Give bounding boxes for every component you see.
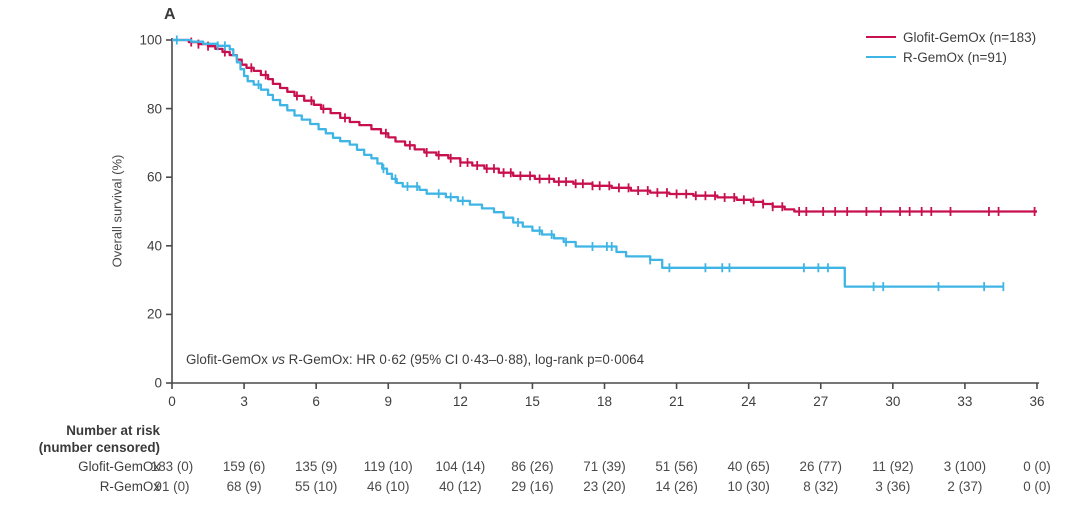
x-tick-label: 36 [1029,394,1045,409]
risk-table-cell: 86 (26) [511,459,554,474]
survival-curve-rgemox [172,38,1004,288]
risk-table-cell: 40 (12) [439,479,482,494]
risk-table-cell: 3 (100) [943,459,987,474]
x-tick-label: 3 [240,394,248,409]
risk-table-cell: 71 (39) [583,459,626,474]
risk-table-cell: 26 (77) [799,459,842,474]
risk-table-cell: 0 (0) [1023,459,1051,474]
hazard-ratio-annotation: Glofit-GemOx vs R-GemOx: HR 0·62 (95% CI… [186,352,644,367]
risk-table-cell: 159 (6) [222,459,266,474]
x-tick-label: 18 [596,394,613,409]
risk-table-row-label-rgemox: R-GemOx [99,479,160,494]
y-tick-label: 100 [139,32,162,48]
x-tick-label: 12 [452,394,468,409]
risk-table-cell: 46 (10) [367,479,410,494]
risk-table-header-line1: Number at risk [66,423,160,438]
risk-table-cell: 135 (9) [294,459,338,474]
x-tick-label: 0 [168,394,176,409]
annotation-post: R-GemOx: HR 0·62 (95% CI 0·43–0·88), log… [284,352,645,367]
legend-label-glofit: Glofit-GemOx (n=183) [903,29,1037,45]
risk-table-cell: 104 (14) [435,459,486,474]
risk-table-header-line2: (number censored) [38,440,160,455]
risk-table-row-label-glofit: Glofit-GemOx [78,459,160,474]
glofit-line-swatch-icon [866,35,896,39]
x-tick-label: 9 [384,394,392,409]
y-tick-label: 0 [154,375,162,391]
risk-table-cell: 3 (36) [875,479,911,494]
x-tick-label: 27 [813,394,829,409]
legend-item-glofit: Glofit-GemOx (n=183) [866,27,1036,47]
x-tick-label: 6 [312,394,320,409]
legend-item-rgemox: R-GemOx (n=91) [866,47,1036,67]
risk-table-cell: 2 (37) [947,479,983,494]
risk-table-cell: 14 (26) [655,479,698,494]
annotation-vs: vs [271,352,285,367]
risk-table-cell: 91 (0) [154,479,190,494]
risk-table-cell: 29 (16) [511,479,554,494]
x-tick-label: 24 [741,394,757,409]
x-tick-label: 33 [957,394,973,409]
risk-table-cell: 10 (30) [727,479,770,494]
rgemox-line-swatch-icon [866,55,896,59]
y-tick-label: 80 [146,101,162,117]
y-tick-label: 20 [146,306,162,322]
risk-table-cell: 11 (92) [872,459,914,474]
risk-table-cell: 68 (9) [226,479,262,494]
risk-table-cell: 40 (65) [727,459,770,474]
survival-curve-glofit [172,38,1037,213]
y-tick-label: 60 [146,169,162,185]
x-tick-label: 30 [885,394,901,409]
risk-table-cell: 0 (0) [1023,479,1051,494]
risk-table-cell: 183 (0) [150,459,194,474]
risk-table-cell: 51 (56) [655,459,698,474]
x-tick-label: 15 [524,394,540,409]
risk-table-cell: 55 (10) [294,479,338,494]
legend: Glofit-GemOx (n=183) R-GemOx (n=91) [866,27,1036,67]
y-tick-label: 40 [146,238,162,254]
risk-table-cell: 8 (32) [803,479,839,494]
x-tick-label: 21 [669,394,685,409]
risk-table-cell: 119 (10) [363,459,413,474]
legend-label-rgemox: R-GemOx (n=91) [903,49,1007,65]
annotation-pre: Glofit-GemOx [186,352,272,367]
panel-label: A [164,6,176,23]
risk-table-cell: 23 (20) [583,479,626,494]
